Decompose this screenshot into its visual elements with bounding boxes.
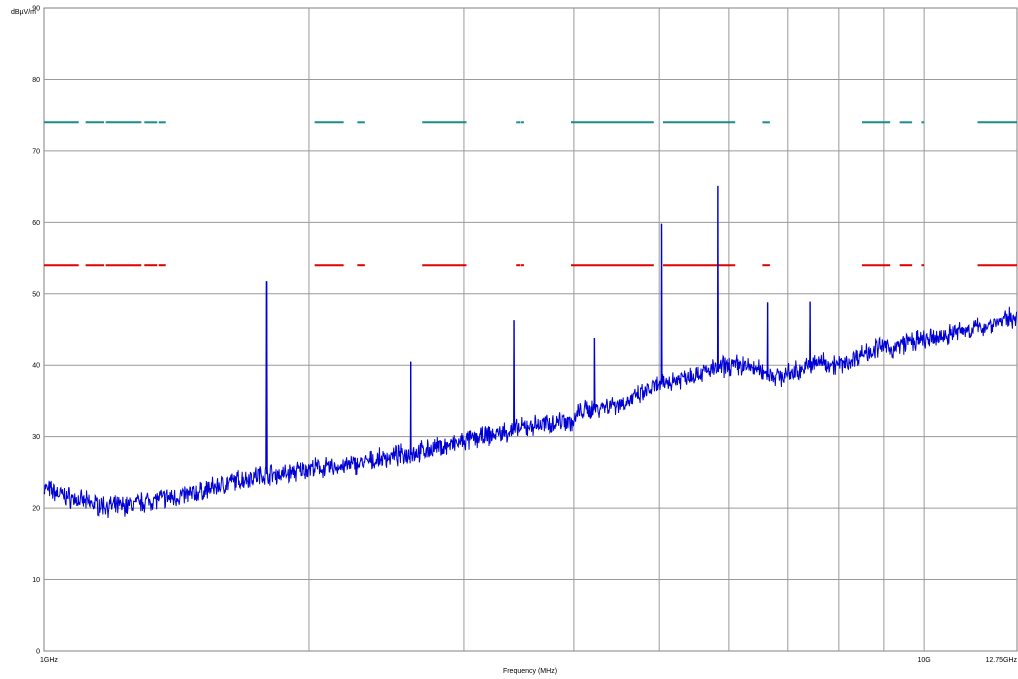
x-tick-label: 10G bbox=[918, 657, 931, 664]
plot-background bbox=[43, 7, 1018, 652]
x-axis-label: Frequency (MHz) bbox=[503, 668, 557, 675]
y-tick-label: 70 bbox=[32, 148, 40, 155]
y-tick-label: 40 bbox=[32, 363, 40, 370]
measurement-trace bbox=[43, 185, 1018, 518]
y-tick-label: 80 bbox=[32, 77, 40, 84]
y-tick-label: 30 bbox=[32, 434, 40, 441]
y-axis-label: dBµV/m bbox=[11, 9, 36, 16]
x-tick-label: 1GHz bbox=[40, 657, 58, 664]
grid bbox=[44, 8, 1017, 651]
series-group bbox=[43, 185, 1018, 518]
y-tick-label: 50 bbox=[32, 291, 40, 298]
y-tick-label: 20 bbox=[32, 506, 40, 513]
x-tick-label: 12.75GHz bbox=[985, 657, 1017, 664]
y-tick-labels: 0 10 20 30 40 50 60 70 80 90 bbox=[32, 6, 40, 656]
y-tick-label: 0 bbox=[36, 649, 40, 656]
y-tick-label: 10 bbox=[32, 577, 40, 584]
y-tick-label: 60 bbox=[32, 220, 40, 227]
x-tick-labels: 1GHz 10G 12.75GHz bbox=[40, 657, 1017, 664]
y-tick-label: 90 bbox=[32, 6, 40, 13]
limit-lines bbox=[44, 121, 1017, 267]
